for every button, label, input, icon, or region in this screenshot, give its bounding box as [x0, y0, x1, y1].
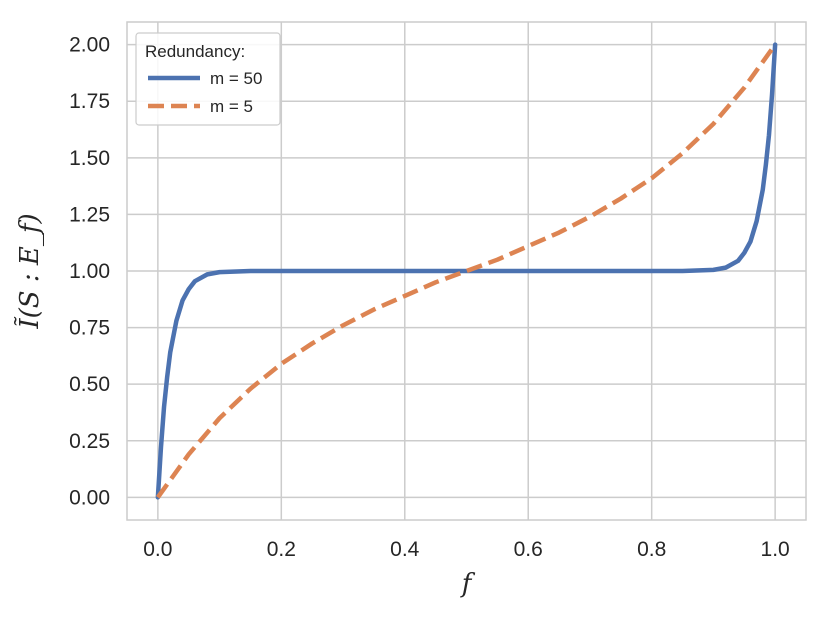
y-tick-label: 2.00: [69, 34, 110, 57]
x-tick-label: 0.0: [143, 538, 172, 561]
x-axis-label: f: [460, 569, 476, 599]
y-tick-label: 0.00: [69, 486, 110, 509]
y-tick-label: 0.50: [69, 373, 110, 396]
y-tick-label: 1.75: [69, 90, 110, 113]
legend-box: [135, 32, 281, 126]
x-tick-label: 1.0: [761, 538, 790, 561]
y-tick-label: 1.25: [69, 203, 110, 226]
legend-label-1: m = 50: [210, 69, 262, 88]
x-tick-label: 0.2: [267, 538, 296, 561]
y-tick-label: 1.00: [69, 260, 110, 283]
series-layer: [155, 42, 778, 500]
legend-title: Redundancy:: [145, 42, 245, 61]
x-tick-label: 0.6: [514, 538, 543, 561]
y-tick-label: 0.25: [69, 430, 110, 453]
y-tick-label: 1.50: [69, 147, 110, 170]
y-tick-label: 0.75: [69, 317, 110, 340]
y-tick-labels: 0.00 0.25 0.50 0.75 1.00 1.25 1.50 1.75 2.00: [69, 34, 110, 510]
legend-entries: m = 50 m = 5: [148, 69, 262, 116]
series-line-1: [155, 42, 778, 500]
x-tick-labels: 0.0 0.2 0.4 0.6 0.8 1.0: [143, 538, 789, 561]
plot-frame: [126, 21, 807, 521]
legend-label-2: m = 5: [210, 97, 253, 116]
y-axis-label: Ĩ(S : E_f): [13, 213, 45, 329]
x-tick-label: 0.8: [637, 538, 666, 561]
legend: Redundancy: m = 50 m = 5: [135, 32, 281, 126]
x-tick-label: 0.4: [390, 538, 420, 561]
series-line-2: [156, 43, 777, 499]
